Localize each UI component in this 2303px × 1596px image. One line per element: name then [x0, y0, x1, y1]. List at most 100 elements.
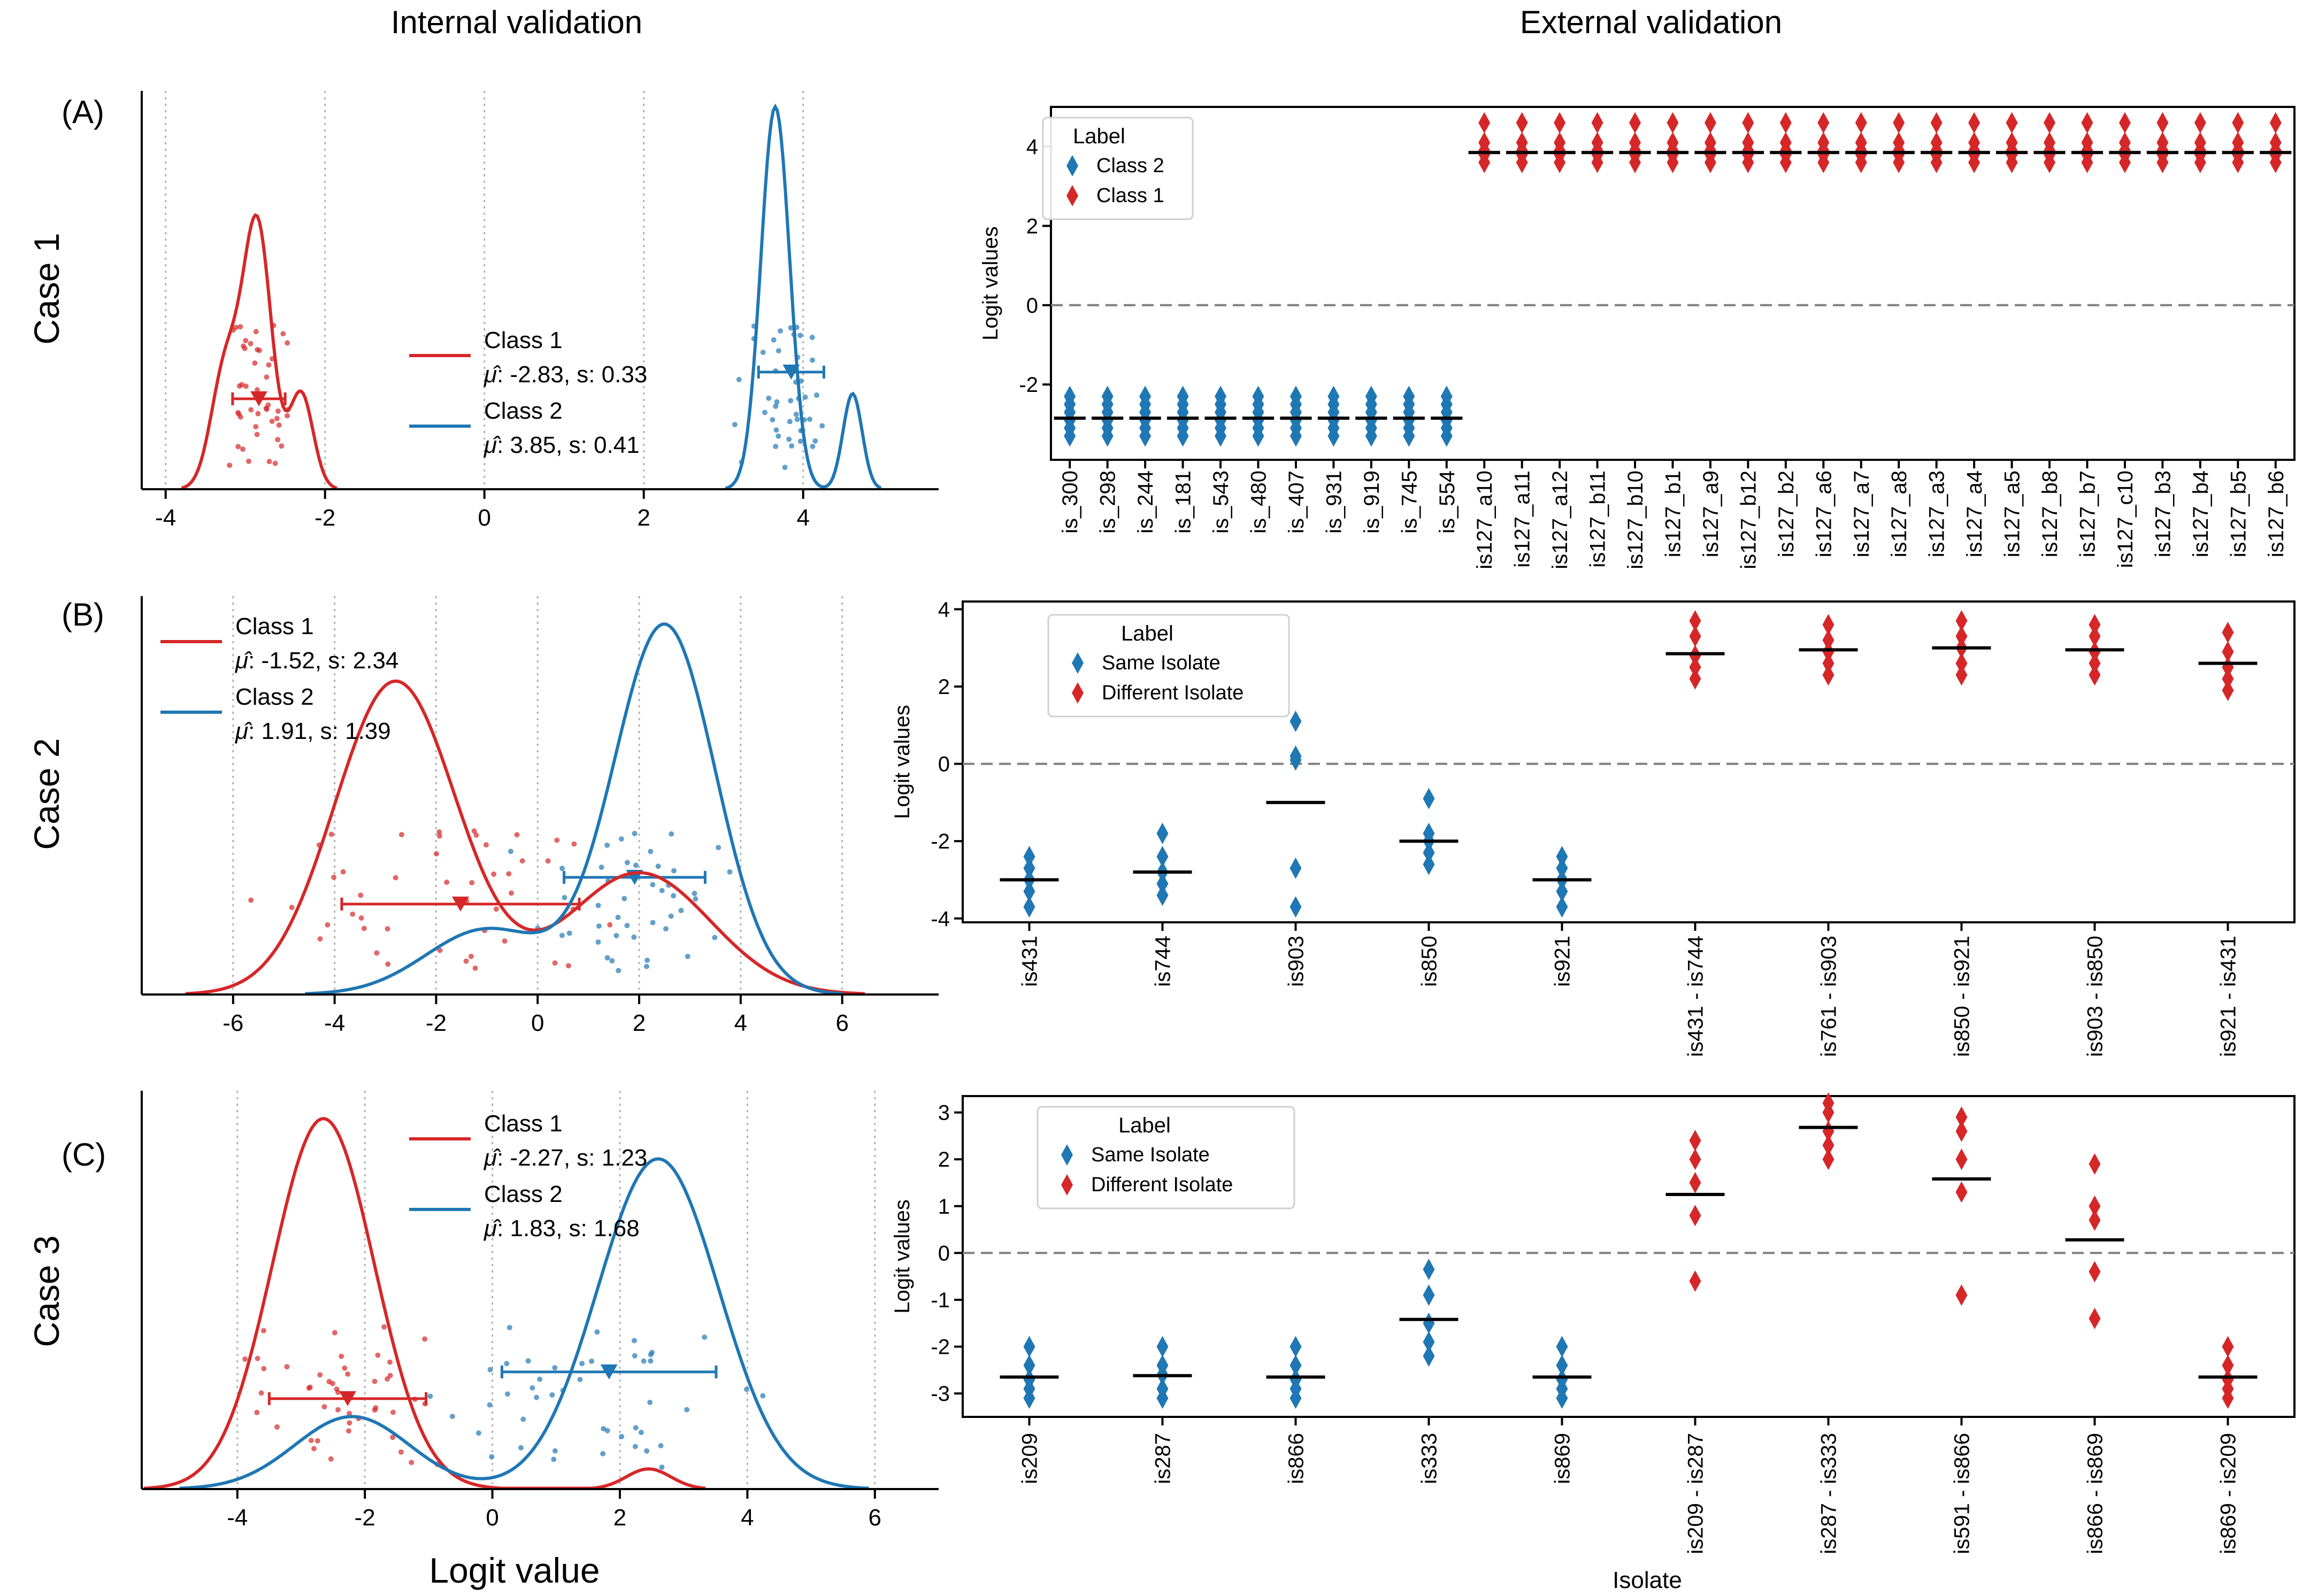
data-point-same-isolate [1023, 857, 1035, 879]
data-point-different-isolate [1822, 1148, 1834, 1170]
data-point-class-1 [387, 1359, 393, 1365]
data-point-class-1 [263, 405, 269, 411]
data-point-different-isolate [1822, 641, 1834, 662]
data-point-class-1 [254, 1409, 260, 1415]
data-point-class-2 [655, 863, 661, 869]
data-point-different-isolate [1689, 656, 1701, 678]
data-point-class-1 [1478, 151, 1491, 173]
case-label: Case 2 [27, 738, 66, 850]
x-tick-label: is127_b3 [2151, 471, 2175, 557]
x-tick-label: is_300 [1058, 471, 1082, 534]
data-point-class-2 [613, 932, 619, 938]
data-point-class-2 [618, 836, 624, 842]
data-point-class-1 [326, 1378, 332, 1384]
x-tick-label: is761 - is903 [1817, 936, 1841, 1057]
data-point-different-isolate [2089, 641, 2101, 662]
data-point-different-isolate [1689, 1205, 1701, 1227]
x-tick-label: -4 [227, 1505, 248, 1531]
data-point-class-1 [444, 880, 450, 885]
data-point-class-2 [641, 1358, 647, 1364]
data-point-class-2 [776, 433, 781, 439]
x-tick-label: is_181 [1172, 471, 1195, 534]
data-point-class-2 [648, 849, 654, 854]
data-point-class-1 [1968, 112, 1980, 134]
data-point-class-1 [235, 410, 241, 415]
data-point-class-1 [289, 905, 295, 911]
data-point-class-1 [241, 343, 247, 349]
data-point-class-2 [616, 968, 621, 974]
x-tick-label: is127_a6 [1812, 471, 1836, 557]
data-point-class-2 [1177, 425, 1189, 447]
x-tick-label: is127_b12 [1737, 471, 1760, 569]
x-tick-label: is903 [1285, 936, 1308, 987]
x-tick-label: is903 - is850 [2084, 936, 2107, 1057]
data-point-class-2 [551, 1456, 557, 1462]
data-point-class-1 [2156, 151, 2169, 173]
data-point-class-2 [693, 896, 698, 902]
data-point-class-1 [436, 829, 442, 835]
data-point-class-1 [390, 1435, 396, 1440]
data-point-same-isolate [1289, 1387, 1302, 1409]
x-tick-label: -4 [324, 1010, 345, 1036]
data-point-different-isolate [1955, 1181, 1968, 1203]
x-tick-label: is127_b2 [1775, 471, 1798, 557]
data-point-different-isolate [1955, 610, 1968, 632]
data-point-class-2 [794, 417, 800, 422]
data-point-class-1 [2269, 151, 2282, 173]
strip-panel-case-3: -3 -2 -1 0 1 2 3 Logit values is209 is287 is866 is3… [891, 1092, 2296, 1593]
data-point-class-1 [398, 1449, 404, 1455]
data-point-class-2 [1064, 425, 1076, 447]
data-point-same-isolate [1023, 1387, 1035, 1409]
y-tick-label: 1 [938, 1195, 950, 1219]
data-point-different-isolate [2089, 1308, 2101, 1330]
kde-x-axis-label: Logit value [429, 1551, 600, 1590]
panel-label: (C) [62, 1137, 106, 1173]
data-point-class-2 [624, 923, 630, 929]
data-point-class-1 [1855, 151, 1867, 173]
data-point-same-isolate [1423, 1312, 1435, 1334]
data-point-class-1 [436, 833, 442, 839]
data-point-same-isolate [1289, 1336, 1302, 1358]
data-point-class-1 [1704, 112, 1716, 134]
data-point-class-1 [285, 340, 290, 346]
x-tick-label: -4 [155, 505, 176, 531]
data-point-same-isolate [1423, 1331, 1435, 1353]
data-point-class-2 [615, 914, 621, 920]
data-point-different-isolate [1689, 1270, 1701, 1292]
x-tick-label: is921 [1551, 936, 1575, 987]
data-point-class-2 [678, 907, 684, 913]
data-point-class-2 [632, 1353, 638, 1359]
data-point-class-2 [579, 1361, 585, 1367]
data-point-different-isolate [1689, 668, 1701, 690]
mean-marker-class-1 [452, 896, 469, 912]
data-point-class-1 [509, 890, 515, 896]
x-tick-label: 0 [478, 505, 490, 531]
data-point-class-2 [604, 1428, 610, 1433]
data-point-class-1 [469, 880, 475, 885]
density-curve-class-1 [181, 213, 337, 490]
data-point-class-1 [2232, 112, 2244, 134]
data-point-same-isolate [1423, 853, 1435, 875]
x-tick-label: 2 [637, 505, 650, 531]
data-point-different-isolate [2222, 1354, 2234, 1376]
data-point-class-1 [2269, 112, 2282, 134]
data-point-class-2 [594, 1329, 600, 1335]
data-point-class-2 [534, 1394, 540, 1400]
x-tick-label: 4 [734, 1010, 747, 1036]
data-point-class-1 [240, 446, 246, 452]
data-point-class-2 [525, 1358, 531, 1364]
data-point-different-isolate [1822, 614, 1834, 636]
x-tick-label: is127_b10 [1624, 471, 1647, 569]
data-point-class-1 [317, 936, 323, 942]
data-point-class-2 [773, 444, 779, 450]
data-point-class-1 [565, 963, 571, 969]
data-point-class-1 [409, 1460, 414, 1466]
data-point-different-isolate [2089, 1261, 2101, 1283]
data-point-class-1 [385, 961, 391, 967]
data-point-class-2 [632, 1444, 638, 1449]
density-curve-class-2 [179, 1157, 869, 1490]
data-point-same-isolate [1423, 842, 1435, 863]
data-point-class-1 [571, 841, 577, 847]
data-point-class-1 [473, 832, 479, 838]
data-point-class-2 [552, 1448, 558, 1454]
